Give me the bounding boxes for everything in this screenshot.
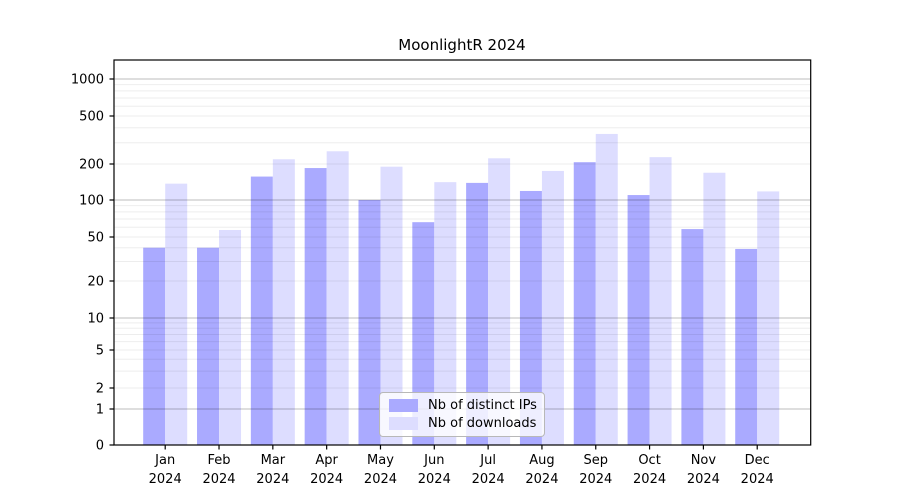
legend: Nb of distinct IPs Nb of downloads <box>379 392 545 437</box>
bar-downloads-jun <box>434 182 457 445</box>
legend-item-distinct-ips: Nb of distinct IPs <box>389 398 537 414</box>
legend-label-distinct-ips: Nb of distinct IPs <box>428 398 537 414</box>
bar-downloads-jul <box>488 158 511 445</box>
x-tick-label-year: 2024 <box>525 472 558 487</box>
bar-downloads-jan <box>165 183 188 446</box>
legend-swatch-distinct-ips <box>389 399 418 413</box>
x-tick-label-month: Nov <box>691 453 717 468</box>
x-tick-label-month: Dec <box>745 453 770 468</box>
bar-distinct-ips-apr <box>304 168 327 446</box>
bar-distinct-ips-jul <box>466 182 489 445</box>
x-tick-label-year: 2024 <box>687 472 720 487</box>
chart-title: MoonlightR 2024 <box>398 36 526 54</box>
x-tick-label-month: Feb <box>208 453 231 468</box>
x-tick-label-year: 2024 <box>579 472 612 487</box>
bar-distinct-ips-aug <box>519 190 542 445</box>
bar-downloads-dec <box>757 191 780 445</box>
y-tick-label: 2 <box>96 382 104 397</box>
bar-downloads-feb <box>219 230 242 445</box>
x-tick-label-month: Jul <box>479 453 496 468</box>
y-tick-label: 200 <box>79 158 104 173</box>
y-tick-label: 500 <box>79 110 104 125</box>
x-tick-label-month: Oct <box>638 453 660 468</box>
x-tick-label-year: 2024 <box>741 472 774 487</box>
x-tick-label-year: 2024 <box>418 472 451 487</box>
bar-distinct-ips-feb <box>197 247 220 445</box>
axis-frame <box>113 59 812 446</box>
x-tick-label-year: 2024 <box>149 472 182 487</box>
bar-downloads-apr <box>326 151 349 445</box>
legend-swatch-downloads <box>389 416 418 430</box>
x-tick-label-month: Sep <box>584 453 609 468</box>
y-tick-label: 1 <box>96 403 104 418</box>
x-tick-label-year: 2024 <box>472 472 505 487</box>
x-tick-label-year: 2024 <box>256 472 289 487</box>
legend-label-downloads: Nb of downloads <box>428 415 537 431</box>
x-tick-label-year: 2024 <box>202 472 235 487</box>
x-tick-label-year: 2024 <box>310 472 343 487</box>
x-tick-label-month: Jun <box>423 453 444 468</box>
bar-downloads-nov <box>703 172 726 445</box>
x-tick-label-month: Jan <box>154 453 175 468</box>
y-tick-label: 50 <box>87 231 104 246</box>
bar-downloads-sep <box>595 133 618 445</box>
bar-distinct-ips-nov <box>681 229 704 445</box>
bar-distinct-ips-mar <box>250 176 273 445</box>
bar-distinct-ips-jun <box>412 222 435 445</box>
bar-downloads-may <box>380 166 403 446</box>
bar-distinct-ips-jan <box>143 247 166 445</box>
y-tick-label: 0 <box>96 439 104 454</box>
x-tick-label-month: Mar <box>261 453 286 468</box>
bar-distinct-ips-may <box>358 200 381 445</box>
bar-downloads-mar <box>272 159 295 445</box>
y-tick-label: 100 <box>79 194 104 209</box>
bar-downloads-aug <box>541 170 564 445</box>
x-tick-label-year: 2024 <box>364 472 397 487</box>
bar-downloads-oct <box>649 157 672 446</box>
bar-distinct-ips-oct <box>627 195 650 445</box>
y-tick-label: 20 <box>87 275 104 290</box>
x-tick-label-month: Apr <box>315 453 338 468</box>
bar-distinct-ips-dec <box>735 248 758 445</box>
x-tick-label-month: Aug <box>529 453 554 468</box>
y-tick-label: 10 <box>87 312 104 327</box>
bar-distinct-ips-sep <box>573 162 596 445</box>
x-tick-label-year: 2024 <box>633 472 666 487</box>
y-tick-label: 5 <box>96 344 104 359</box>
legend-item-downloads: Nb of downloads <box>389 416 536 431</box>
x-tick-label-month: May <box>367 453 394 468</box>
y-tick-label: 1000 <box>71 73 104 88</box>
